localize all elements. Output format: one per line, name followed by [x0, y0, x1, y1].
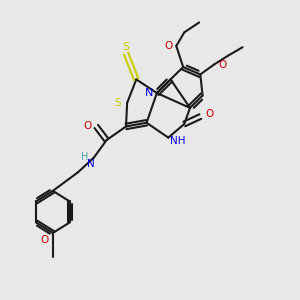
Text: N: N: [87, 159, 94, 169]
Text: O: O: [218, 59, 226, 70]
Text: N: N: [145, 88, 153, 98]
Text: S: S: [115, 98, 121, 108]
Text: O: O: [164, 41, 172, 51]
Text: S: S: [122, 42, 130, 52]
Text: O: O: [41, 236, 49, 245]
Text: O: O: [83, 122, 91, 131]
Text: NH: NH: [170, 136, 185, 146]
Text: H: H: [81, 152, 88, 162]
Text: O: O: [205, 109, 214, 119]
